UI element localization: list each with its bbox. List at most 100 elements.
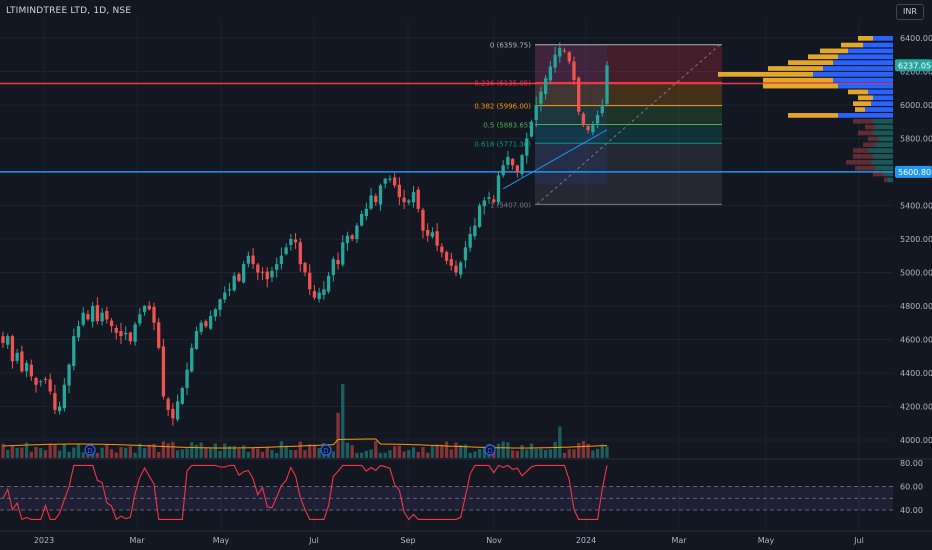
time-tick-label: 2024 [576, 536, 596, 545]
fib-level-label: 0.618 (5771.30) [474, 140, 531, 148]
volume-bar [39, 447, 43, 458]
candle-body [558, 48, 562, 57]
volume-bar [525, 449, 529, 458]
candle-body [53, 393, 57, 410]
candle-body [275, 264, 279, 270]
volume-bar [190, 442, 194, 458]
volume-profile-bar-up [875, 142, 893, 148]
price-tick-label: 5800.00 [900, 135, 932, 144]
volume-profile-bar-up [875, 124, 893, 130]
volume-bar [355, 452, 359, 458]
volume-bar [421, 447, 425, 458]
candle-body [289, 239, 293, 245]
volume-bar [312, 445, 317, 458]
volume-bar [463, 444, 468, 458]
price-tick-label: 5200.00 [900, 235, 932, 244]
candle-body [572, 61, 576, 80]
volume-bar [95, 452, 100, 458]
volume-bar [553, 441, 557, 458]
candle-body [128, 332, 133, 342]
candle-body [246, 255, 251, 264]
volume-bar [43, 450, 48, 458]
volume-bar [407, 449, 411, 458]
volume-bar [577, 443, 581, 458]
volume-bar [336, 412, 340, 458]
volume-bar [260, 451, 265, 458]
volume-bar [308, 444, 312, 458]
volume-bar [600, 444, 604, 458]
candle-body [378, 185, 383, 205]
volume-bar [62, 444, 66, 458]
volume-bar [501, 441, 505, 458]
fib-zone [535, 105, 722, 125]
volume-profile-bar-up [883, 171, 893, 177]
volume-bar [34, 447, 38, 458]
time-tick-label: May [213, 536, 230, 545]
candle-body [15, 352, 19, 361]
candle-body [91, 306, 95, 322]
price-tick-label: 4000.00 [900, 436, 932, 445]
volume-bar [440, 444, 444, 458]
last-price-label: 6237.05 [898, 61, 931, 70]
volume-bar [81, 452, 85, 458]
price-tick-label: 4800.00 [900, 302, 932, 311]
candle-body [317, 292, 321, 300]
volume-bar [293, 450, 298, 458]
volume-bar [232, 445, 236, 458]
candle-body [459, 262, 463, 275]
volume-bar [430, 446, 435, 458]
volume-bar [341, 384, 345, 458]
candle-body [24, 362, 29, 372]
candle-body [86, 314, 90, 320]
volume-bar [515, 450, 519, 458]
candle-body [29, 364, 33, 377]
candle-body [449, 259, 453, 266]
candle-body [180, 388, 184, 404]
last-price-badge [895, 59, 932, 72]
candle-body [388, 178, 392, 180]
candle-body [6, 336, 10, 345]
support-price-badge [895, 165, 932, 178]
candle-body [279, 255, 284, 264]
volume-profile-bar-down [884, 177, 888, 183]
candle-body [105, 310, 109, 320]
candle-body [147, 305, 151, 310]
volume-profile-bar-up [838, 83, 893, 89]
candle-body [34, 377, 38, 385]
volume-profile-bar-up [873, 95, 893, 101]
time-tick-label: Mar [671, 536, 687, 545]
price-tick-label: 5400.00 [900, 202, 932, 211]
range-box [535, 44, 607, 184]
candle-body [185, 369, 189, 388]
volume-profile-bar-down [858, 35, 873, 41]
volume-bar [454, 442, 458, 458]
time-tick-label: Mar [129, 536, 145, 545]
volume-bar [449, 449, 453, 458]
candle-body [534, 105, 538, 121]
candle-body [525, 138, 529, 156]
fib-zone [535, 124, 722, 144]
volume-profile-bar-down [768, 66, 823, 71]
candle-body [175, 401, 180, 420]
candle-body [553, 54, 557, 68]
volume-bar [586, 443, 590, 458]
volume-profile-bar-down [853, 154, 873, 159]
currency-button[interactable]: INR [896, 4, 924, 20]
candle-body [171, 408, 175, 419]
volume-bar [383, 452, 387, 458]
volume-bar [393, 446, 397, 458]
candle-body [355, 225, 359, 240]
candle-body [440, 246, 444, 253]
volume-bar [53, 444, 57, 458]
volume-bar [270, 450, 274, 458]
volume-bar [124, 447, 128, 458]
volume-bar [10, 445, 15, 458]
volume-profile-bar-down [855, 165, 875, 171]
candle-body [62, 384, 66, 409]
volume-bar [114, 452, 118, 458]
volume-profile-bar-up [838, 113, 893, 118]
volume-bar [242, 445, 246, 458]
price-tick-label: 4400.00 [900, 369, 932, 378]
volume-profile-bar-up [878, 136, 893, 142]
